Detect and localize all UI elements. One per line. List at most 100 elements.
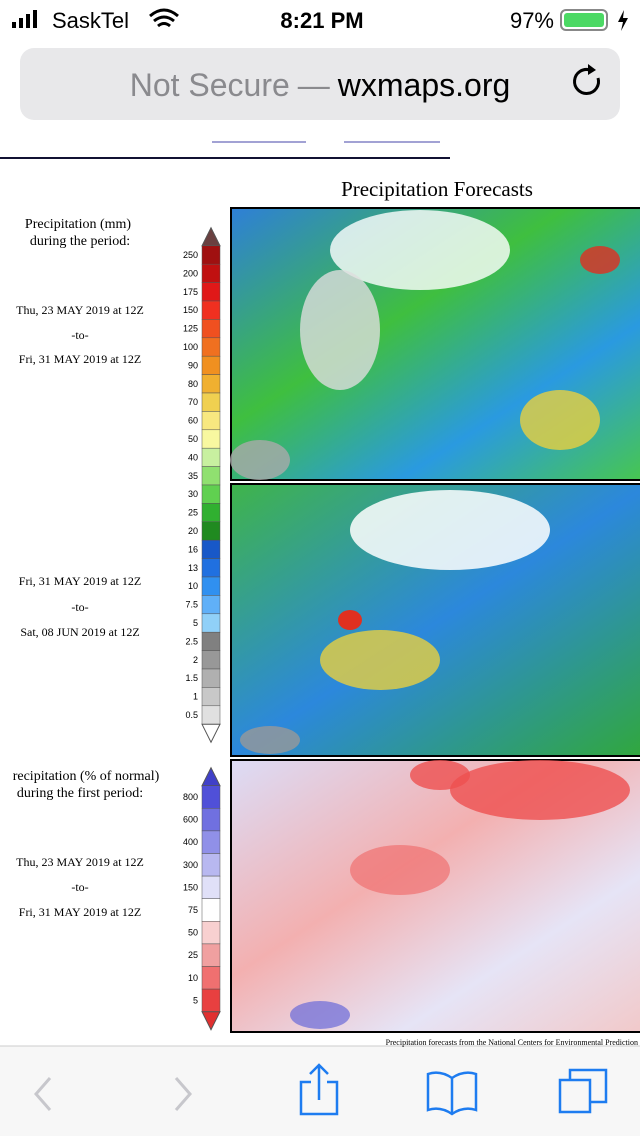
map [230,207,640,481]
battery [560,9,608,31]
map-area [338,610,362,630]
colorbar-label: 35 [188,471,198,481]
colorbar-label: 70 [188,397,198,407]
map-area [300,270,380,390]
reload[interactable] [573,68,600,95]
side-label: during the first period: [17,786,143,801]
map-area [350,490,550,570]
map-area [520,390,600,450]
colorbar-label: 0.5 [185,710,198,720]
colorbar-label: 13 [188,563,198,573]
signal [12,22,16,28]
map-area [290,1001,350,1029]
colorbar-cap [201,766,221,787]
colorbar-cap [201,1011,221,1031]
share-button[interactable] [299,1063,339,1116]
colorbar-swatch [201,576,221,596]
colorbar-label: 50 [188,928,198,938]
colorbar-label: 2 [193,655,198,665]
colorbar-label: 16 [188,544,198,554]
side-label: Precipitation (mm) [25,217,131,232]
toolbar [0,1045,640,1136]
colorbar-label: 10 [188,581,198,591]
side-label: during the period: [30,234,130,249]
colorbar-swatch [201,785,221,809]
map-area [320,630,440,690]
map-area [450,760,630,820]
colorbar-swatch [201,943,221,967]
battery-level [564,13,604,27]
tabs-button[interactable] [558,1068,608,1114]
colorbar-swatch [201,282,221,302]
signal [26,14,30,28]
colorbar-label: 5 [193,995,198,1005]
side-label: Sat, 08 JUN 2019 at 12Z [20,625,139,639]
side-label: -to- [71,880,88,894]
colorbar-swatch [201,650,221,670]
colorbar-swatch [201,521,221,541]
colorbar-label: 250 [183,250,198,260]
forward-button[interactable] [174,1077,192,1111]
colorbar-label: 30 [188,489,198,499]
page-title: Precipitation Forecasts [341,177,533,201]
colorbar-label: 175 [183,287,198,297]
signal [33,10,37,28]
side-label: Thu, 23 MAY 2019 at 12Z [16,303,144,317]
colorbar-label: 300 [183,860,198,870]
colorbar-swatch [201,503,221,523]
colorbar-swatch [201,558,221,578]
side-label: -to- [71,600,88,614]
status-bar: SaskTel 8:21 PM 97% [12,8,628,33]
colorbar-label: 80 [188,379,198,389]
time: 8:21 PM [280,8,363,33]
colorbar-swatch [201,853,221,877]
colorbar-label: 5 [193,618,198,628]
signal [19,18,23,28]
colorbar-swatch [201,263,221,283]
address-bar[interactable] [20,48,620,120]
map-area [350,845,450,895]
side-label: Fri, 31 MAY 2019 at 12Z [19,905,141,919]
colorbar-label: 200 [183,268,198,278]
reload-arrow [588,64,596,75]
colorbar-swatch [201,539,221,559]
side-label: Thu, 23 MAY 2019 at 12Z [16,855,144,869]
domain: wxmaps.org [337,67,511,103]
colorbar-label: 40 [188,452,198,462]
colorbar-label: 600 [183,815,198,825]
colorbar-swatch [201,411,221,431]
side-label: Fri, 31 MAY 2019 at 12Z [19,574,141,588]
map-area [410,760,470,790]
colorbar-swatch [201,705,221,725]
colorbar-swatch [201,631,221,651]
side-label: -to- [71,328,88,342]
colorbar-label: 100 [183,342,198,352]
footer: Precipitation forecasts from the Nationa… [386,1038,638,1047]
colorbar-label: 75 [188,905,198,915]
colorbar-swatch [201,830,221,854]
colorbar-swatch [201,245,221,265]
colorbar-swatch [201,300,221,320]
security-label: Not Secure [130,67,290,103]
colorbar-label: 25 [188,508,198,518]
url[interactable]: Not Secure — wxmaps.org [130,67,511,103]
bookmarks-button[interactable] [426,1071,478,1116]
colorbar-label: 60 [188,416,198,426]
map [230,759,640,1033]
colorbar-swatch [201,988,221,1012]
colorbar-swatch [201,595,221,615]
colorbar-swatch [201,484,221,504]
wifi-icon [149,8,179,28]
colorbar-label: 800 [183,792,198,802]
colorbar-label: 50 [188,434,198,444]
colorbar-label: 10 [188,973,198,983]
colorbar-cap [201,226,221,247]
back-button[interactable] [34,1077,52,1111]
colorbar-swatch [201,337,221,357]
colorbar-label: 150 [183,882,198,892]
colorbar-label: 1 [193,692,198,702]
colorbar-swatch [201,613,221,633]
colorbar-cap [201,723,221,744]
